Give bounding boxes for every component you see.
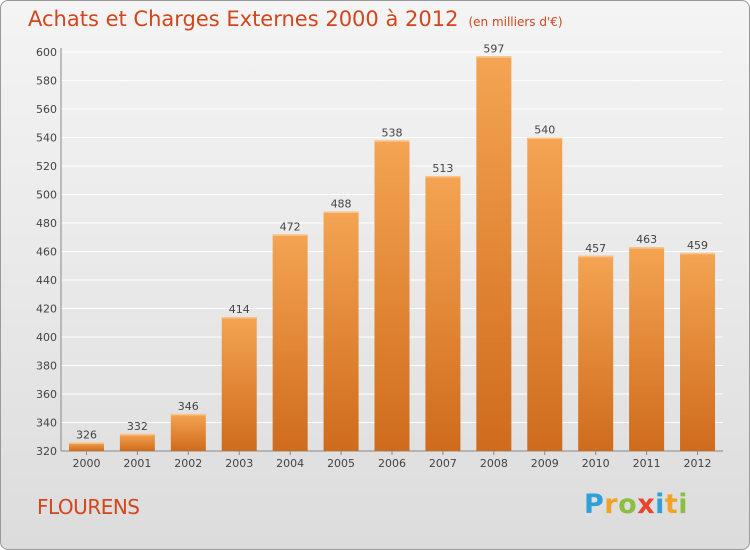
- logo-letter: t: [664, 489, 679, 520]
- x-tick-label: 2007: [429, 457, 457, 470]
- y-tick-label: 440: [36, 274, 57, 287]
- bar-highlight: [527, 137, 563, 139]
- x-tick-label: 2004: [276, 457, 304, 470]
- bar: [680, 252, 716, 451]
- x-tick-label: 2011: [633, 457, 661, 470]
- bar: [119, 433, 155, 451]
- bar-value-label: 472: [280, 220, 301, 233]
- bar-value-label: 326: [76, 428, 97, 441]
- x-tick-label: 2002: [174, 457, 202, 470]
- logo-letter: o: [618, 489, 638, 520]
- y-tick-label: 520: [36, 160, 57, 173]
- proxiti-logo[interactable]: Proxiti: [584, 489, 688, 520]
- y-tick-label: 560: [36, 103, 57, 116]
- commune-name: FLOURENS: [37, 495, 140, 519]
- logo-letter: r: [604, 489, 619, 520]
- bar-value-label: 488: [331, 198, 352, 211]
- bar-value-label: 538: [382, 126, 403, 139]
- y-tick-label: 400: [36, 331, 57, 344]
- bars: [68, 56, 716, 452]
- bar-highlight: [119, 433, 155, 436]
- y-tick-label: 580: [36, 75, 57, 88]
- y-tick-label: 420: [36, 303, 57, 316]
- x-tick-label: 2010: [582, 457, 610, 470]
- x-tick-label: 2001: [123, 457, 151, 470]
- bar: [170, 413, 206, 451]
- y-tick-label: 380: [36, 360, 57, 373]
- bar-highlight: [170, 413, 206, 416]
- logo-letter: i: [678, 489, 689, 520]
- bar-highlight: [221, 317, 257, 319]
- bar-value-label: 332: [127, 420, 148, 433]
- bar: [527, 137, 563, 451]
- y-tick-label: 500: [36, 189, 57, 202]
- x-tick-label: 2000: [72, 457, 100, 470]
- y-tick-label: 340: [36, 417, 57, 430]
- x-tick-label: 2012: [684, 457, 712, 470]
- bar-highlight: [680, 252, 716, 255]
- chart-title: Achats et Charges Externes 2000 à 2012 (e…: [28, 7, 563, 31]
- bar-highlight: [323, 211, 359, 214]
- bar-value-label: 463: [636, 233, 657, 246]
- bar-highlight: [68, 442, 104, 444]
- x-tick-label: 2006: [378, 457, 406, 470]
- bar: [476, 56, 512, 452]
- logo-letter: x: [637, 489, 656, 520]
- bar-highlight: [629, 247, 665, 249]
- bar: [221, 317, 257, 451]
- bar: [68, 442, 104, 451]
- title-unit: (en milliers d'€): [468, 15, 563, 29]
- bar-value-label: 540: [534, 124, 555, 137]
- bar: [629, 247, 665, 451]
- bar: [578, 255, 614, 451]
- bar-highlight: [272, 234, 308, 236]
- bar-highlight: [425, 175, 461, 178]
- y-tick-label: 480: [36, 217, 57, 230]
- bar-value-label: 457: [585, 242, 606, 255]
- y-tick-label: 360: [36, 388, 57, 401]
- bar-highlight: [476, 56, 512, 58]
- x-tick-label: 2008: [480, 457, 508, 470]
- data-labels: 326 332 346 414 472 488 538 513 597 540 457 463 459: [76, 42, 708, 441]
- logo-letter: i: [655, 489, 665, 520]
- y-tick-label: 540: [36, 132, 57, 145]
- x-tick-label: 2003: [225, 457, 253, 470]
- title-main: Achats et Charges Externes 2000 à 2012: [28, 7, 459, 31]
- y-tick-label: 320: [36, 445, 57, 458]
- x-tick-label: 2005: [327, 457, 355, 470]
- bar-highlight: [578, 255, 614, 258]
- x-tick-label: 2009: [531, 457, 559, 470]
- bar: [425, 175, 461, 451]
- bar-value-label: 414: [229, 303, 250, 316]
- bar-value-label: 513: [432, 162, 453, 175]
- bar: [374, 140, 410, 451]
- bar-highlight: [374, 140, 410, 142]
- bar-value-label: 597: [483, 42, 504, 55]
- y-tick-label: 460: [36, 246, 57, 259]
- y-tick-label: 600: [36, 46, 57, 59]
- bar: [323, 211, 359, 451]
- bar: [272, 234, 308, 451]
- logo-letter: P: [584, 489, 605, 520]
- bar-value-label: 346: [178, 400, 199, 413]
- bar-value-label: 459: [687, 239, 708, 252]
